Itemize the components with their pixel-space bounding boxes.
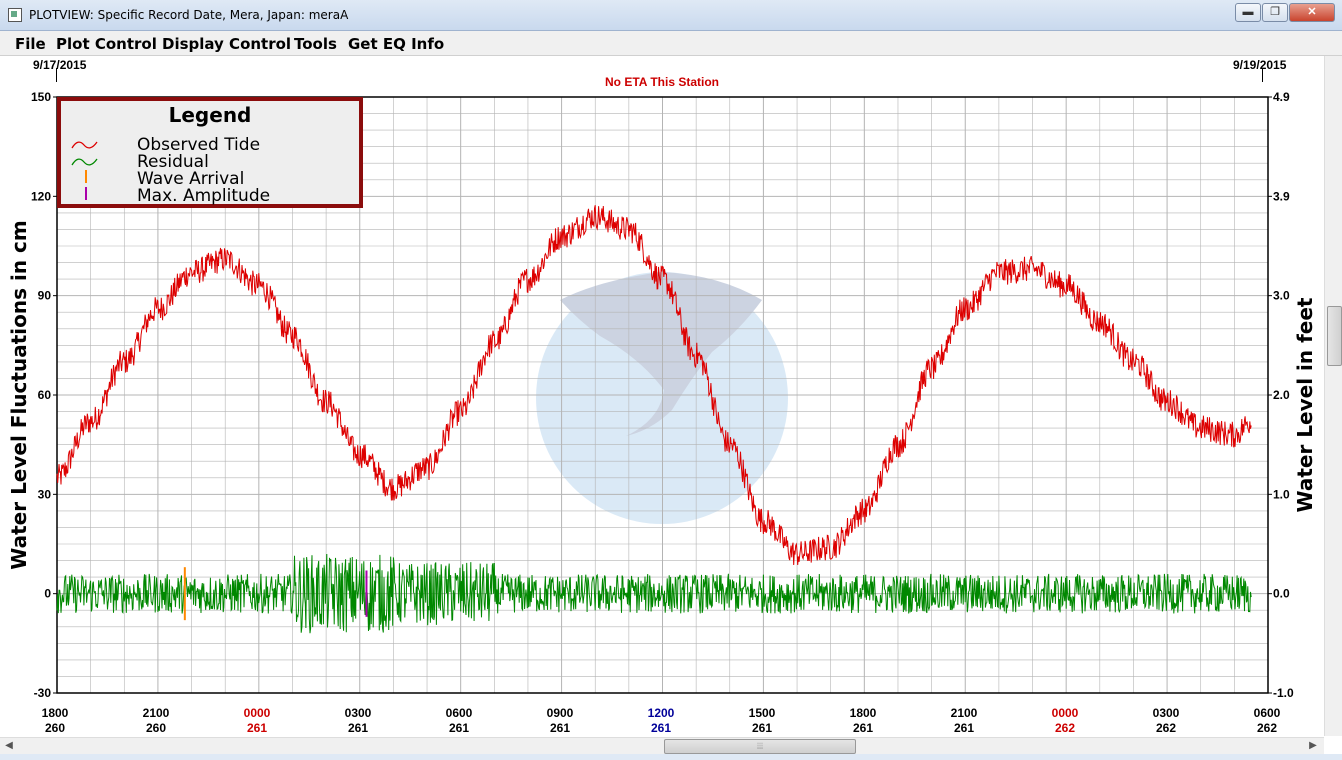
x-tick-day: 261 (954, 721, 974, 735)
x-tick-time: 0300 (345, 706, 372, 720)
y-tick-label-right: 3.0 (1273, 289, 1290, 303)
x-tick-day: 260 (45, 721, 65, 735)
menu-tools[interactable]: Tools (294, 35, 337, 53)
x-tick-day: 261 (651, 721, 671, 735)
y-tick-label-right: 1.0 (1273, 487, 1290, 501)
menu-bar: File Plot Control Display Control Tools … (0, 31, 1342, 56)
max-amplitude-legend-icon (85, 187, 87, 200)
x-tick-day: 261 (348, 721, 368, 735)
horizontal-scrollbar[interactable]: ◀ ⦙⦙⦙ ▶ (0, 737, 1324, 755)
y-tick-label-left: 0 (44, 587, 51, 601)
y-tick-label-left: 60 (38, 388, 52, 402)
y-tick-label-right: 3.9 (1273, 189, 1290, 203)
maximize-button[interactable]: ❐ (1262, 3, 1288, 22)
x-tick-day: 262 (1257, 721, 1277, 735)
x-tick-time: 1800 (850, 706, 877, 720)
x-tick-time: 1800 (42, 706, 69, 720)
start-date-tick (56, 68, 57, 82)
app-icon[interactable] (8, 8, 22, 22)
observed-tide-series-line (56, 205, 1252, 566)
legend-residual: Residual (137, 152, 209, 172)
legend-title: Legend (168, 103, 252, 127)
x-tick-time: 2100 (143, 706, 170, 720)
title-bar: PLOTVIEW: Specific Record Date, Mera, Ja… (0, 0, 1342, 31)
x-tick-day: 261 (550, 721, 570, 735)
residual-legend-icon (71, 158, 98, 166)
y-tick-label-left: 120 (31, 189, 51, 203)
x-tick-time: 0900 (547, 706, 574, 720)
y-tick-label-left: -30 (34, 686, 52, 700)
x-tick-day: 261 (247, 721, 267, 735)
x-tick-time: 0600 (446, 706, 473, 720)
window-bottom-border (0, 754, 1342, 760)
start-date-label: 9/17/2015 (33, 58, 87, 72)
observed-tide-legend-icon (71, 141, 98, 149)
y-tick-label-right: 4.9 (1273, 90, 1290, 104)
x-tick-time: 1200 (648, 706, 675, 720)
vertical-scrollbar[interactable] (1324, 56, 1342, 736)
x-tick-day: 261 (752, 721, 772, 735)
y-tick-label-right: 2.0 (1273, 388, 1290, 402)
y-axis-right-title: Water Level in feet (1293, 297, 1317, 513)
scroll-right-arrow-icon[interactable]: ▶ (1309, 740, 1317, 751)
vertical-scroll-thumb[interactable] (1327, 306, 1342, 366)
residual-series-line (56, 553, 1252, 634)
legend-max-amplitude: Max. Amplitude (137, 186, 271, 206)
minimize-button[interactable]: ▬ (1235, 3, 1261, 22)
legend-wave-arrival: Wave Arrival (137, 169, 245, 189)
end-date-tick (1262, 68, 1263, 82)
legend-box[interactable]: Legend Observed Tide Residual Wave Arriv… (57, 97, 363, 208)
menu-get-eq-info[interactable]: Get EQ Info (348, 35, 445, 53)
x-tick-time: 0000 (1052, 706, 1079, 720)
x-tick-day: 261 (853, 721, 873, 735)
y-axis-left-title: Water Level Fluctuations in cm (7, 220, 31, 570)
x-tick-day: 262 (1156, 721, 1176, 735)
horizontal-scroll-thumb[interactable]: ⦙⦙⦙ (664, 739, 856, 754)
y-tick-label-left: 150 (31, 90, 51, 104)
legend-observed-tide: Observed Tide (137, 135, 261, 155)
close-button[interactable]: ✕ (1289, 3, 1335, 22)
y-axis-right: 4.9 3.9 3.0 2.0 1.0 0.0 -1.0 (1268, 90, 1294, 700)
x-axis: 1800260210026000002610300261060026109002… (42, 706, 1281, 735)
scroll-left-arrow-icon[interactable]: ◀ (5, 740, 13, 751)
y-axis-left: 150 120 90 60 30 0 -30 (31, 90, 57, 700)
x-tick-time: 2100 (951, 706, 978, 720)
menu-file[interactable]: File (15, 35, 46, 53)
y-tick-label-left: 90 (38, 289, 52, 303)
x-tick-time: 0300 (1153, 706, 1180, 720)
menu-plot-control[interactable]: Plot Control (56, 35, 157, 53)
x-tick-time: 0000 (244, 706, 271, 720)
x-tick-day: 261 (449, 721, 469, 735)
x-tick-time: 0600 (1254, 706, 1281, 720)
y-tick-label-left: 30 (38, 487, 52, 501)
y-tick-label-right: 0.0 (1273, 587, 1290, 601)
menu-display-control[interactable]: Display Control (162, 35, 292, 53)
eta-note: No ETA This Station (605, 75, 719, 89)
x-tick-day: 260 (146, 721, 166, 735)
x-tick-day: 262 (1055, 721, 1075, 735)
window-title: PLOTVIEW: Specific Record Date, Mera, Ja… (29, 8, 349, 22)
y-tick-label-right: -1.0 (1273, 686, 1294, 700)
x-tick-time: 1500 (749, 706, 776, 720)
end-date-label: 9/19/2015 (1233, 58, 1287, 72)
wave-arrival-legend-icon (85, 170, 87, 183)
